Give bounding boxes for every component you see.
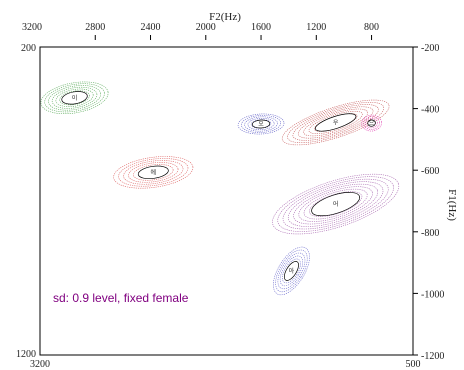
x-bottom-right-label: 500 (406, 359, 421, 370)
y-tick-label: -200 (421, 43, 439, 54)
y-axis-ticks: -200 -400 -600 -800 -1000 -1200 (413, 43, 444, 362)
vowel-ellipse-ring (292, 104, 379, 141)
vowel-ellipse-ring (123, 160, 184, 185)
x-tick-label: 800 (364, 22, 379, 33)
x-tick-label: 1600 (251, 22, 271, 33)
vowel-ellipse-group (272, 173, 400, 235)
vowel-ellipse-ring (363, 116, 380, 130)
vowel-ellipse-ring (44, 83, 105, 113)
y-tick-label: -400 (421, 105, 439, 116)
vowel-ellipse-group (237, 113, 285, 135)
vowel-ellipse-ring (313, 113, 358, 132)
plot-frame (39, 46, 414, 356)
vowel-ellipse-ring (133, 164, 174, 181)
x-axis-ticks: 2800 2400 2000 1600 1200 800 (85, 22, 379, 40)
y-top-left-label: 200 (21, 43, 36, 54)
vowel-mean-ellipse (251, 119, 271, 129)
vowel-ellipse-ring (293, 183, 379, 225)
vowel-ellipse-ring (303, 188, 368, 220)
y-tick-label: -1000 (421, 289, 444, 300)
vowel-ellipses: 이에 오 우 으어아 (40, 81, 400, 296)
vowel-mean-ellipse (137, 165, 169, 180)
vowel-mean-ellipse (311, 192, 361, 217)
vowel-ellipse-ring (244, 116, 278, 132)
vowel-mean-ellipse (61, 91, 88, 105)
vowel-ellipse-ring (281, 99, 390, 146)
vowel-ellipse-ring (273, 246, 310, 296)
vowel-ellipse-ring (308, 110, 363, 134)
vowel-label: 에 (151, 168, 157, 176)
vowel-label: 아 (289, 267, 295, 275)
vowel-ellipse-group (361, 114, 382, 132)
vowel-ellipse-group (273, 246, 310, 296)
vowel-ellipse-ring (282, 178, 389, 230)
vowel-mean-ellipse (367, 119, 376, 127)
vowel-ellipse-ring (361, 114, 382, 132)
vowel-ellipse-ring (277, 176, 394, 232)
vowel-ellipse-ring (287, 181, 384, 227)
y-tick-label: -1200 (421, 351, 444, 362)
x-tick-label: 2400 (141, 22, 161, 33)
x-tick-label: 1200 (306, 22, 326, 33)
vowel-ellipse-ring (40, 81, 109, 115)
vowel-label: 우 (333, 119, 339, 126)
vowel-ellipse-ring (247, 117, 275, 131)
vowel-ellipse-ring (59, 90, 90, 106)
vowel-mean-ellipse (314, 113, 357, 132)
vowel-ellipse-ring (282, 258, 301, 284)
annotation-text: sd: 0.9 level, fixed female (53, 291, 189, 305)
vowel-ellipse-group (281, 99, 390, 146)
y-axis-title: F1(Hz) (446, 189, 458, 221)
vowel-ellipse-ring (303, 108, 369, 137)
vowel-label: 어 (333, 200, 339, 208)
vowel-label: 오 (258, 121, 264, 128)
vowel-ellipse-ring (365, 117, 378, 129)
vowel-ellipse-group (113, 156, 194, 189)
vowel-ellipse-group (40, 81, 109, 115)
y-bottom-left-label: 1200 (16, 349, 36, 360)
vowel-ellipse-ring (309, 191, 363, 217)
vowel-ellipse-ring (51, 86, 98, 109)
vowel-ellipse-ring (297, 106, 374, 139)
vowel-ellipse-ring (241, 115, 282, 133)
y-tick-label: -800 (421, 228, 439, 239)
vowel-ellipse-ring (298, 186, 373, 222)
vowel-label: 이 (72, 94, 78, 102)
vowel-ellipse-ring (237, 113, 285, 135)
x-tick-label: 2000 (196, 22, 216, 33)
x-axis-title: F2(Hz) (209, 11, 241, 23)
vowel-label: 으 (369, 120, 375, 127)
x-tick-label: 2800 (85, 22, 105, 33)
vowel-ellipse-ring (48, 85, 101, 111)
vowel-ellipse-ring (113, 156, 194, 189)
vowel-ellipse-ring (277, 252, 306, 290)
vowel-ellipse-ring (55, 88, 94, 107)
vowel-ellipse-ring (275, 249, 308, 293)
vowel-mean-ellipse (283, 261, 299, 281)
x-bottom-left-label: 3200 (30, 359, 50, 370)
vowel-ellipse-ring (272, 173, 400, 235)
vowel-ellipse-ring (118, 158, 189, 187)
vowel-ellipse-ring (287, 101, 385, 143)
x-top-left-end-label: 3200 (22, 22, 42, 33)
vowel-ellipse-ring (128, 162, 179, 183)
y-tick-label: -600 (421, 166, 439, 177)
